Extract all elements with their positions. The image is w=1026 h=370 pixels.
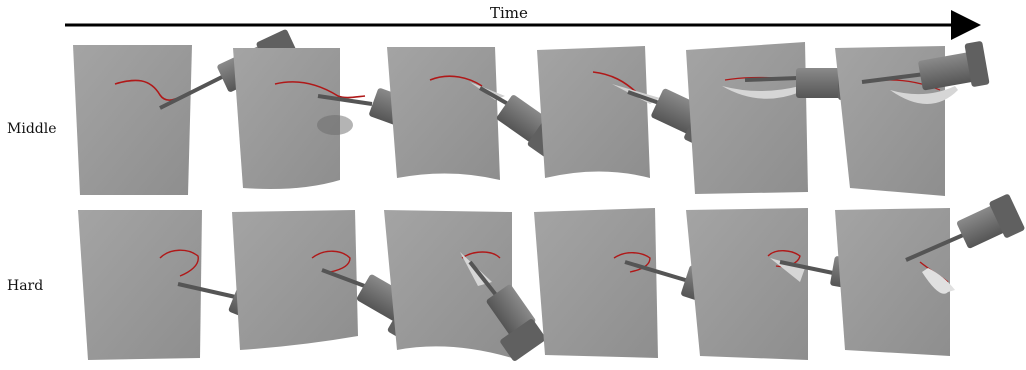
frame-hard-6 [835,194,1025,356]
frame-middle-5 [686,42,856,194]
cloth-sheet [233,48,340,189]
cut-line [592,71,637,93]
frame-middle-6 [835,41,990,196]
gripper [861,41,990,91]
gripper [468,260,546,361]
cut-line [159,249,199,277]
cut-line [461,251,501,259]
cloth-sheet [686,42,808,194]
cloth-sheet [534,208,658,358]
row-label-middle: Middle [7,121,57,137]
cloth-sheet [73,45,192,195]
cloth-sheet [686,208,808,360]
cut-line [311,250,351,273]
cut-line [429,75,483,87]
cloth-sheet [384,210,512,358]
cloth-sheet [387,47,500,180]
cloth-sheet [78,210,202,360]
gripper [905,194,1025,262]
cut-line [274,81,366,99]
cloth-sheet [835,208,950,356]
cut-line [613,252,651,273]
time-axis-label: Time [490,4,528,22]
cloth-sheet [232,210,358,350]
cloth-sheet [537,46,650,178]
row-label-hard: Hard [7,278,44,294]
frame-hard-3 [384,210,546,361]
